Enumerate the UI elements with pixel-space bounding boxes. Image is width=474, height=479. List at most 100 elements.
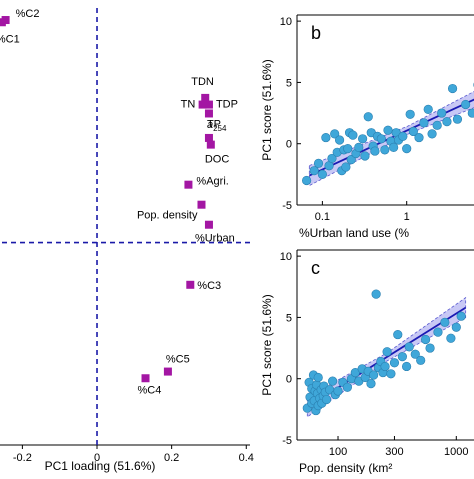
data-point <box>349 131 358 140</box>
y-tick-label: 0 <box>286 139 292 151</box>
loading-label: %C1 <box>0 33 20 45</box>
data-point <box>318 170 327 179</box>
x-tick-label: 1000 <box>444 446 468 458</box>
data-point <box>421 335 430 344</box>
data-point <box>334 387 343 396</box>
y-axis-title: PC1 score (51.6%) <box>260 294 274 395</box>
data-point <box>369 371 378 380</box>
y-tick-label: -5 <box>282 200 292 212</box>
y-tick-label: 10 <box>280 251 292 263</box>
data-point <box>372 290 381 299</box>
plot-area <box>303 290 466 417</box>
data-point <box>335 136 344 145</box>
data-point <box>354 143 363 152</box>
loading-marker <box>207 141 215 149</box>
data-point <box>406 110 415 119</box>
x-tick-label: 300 <box>385 446 403 458</box>
panel-letter: b <box>311 23 321 43</box>
data-point <box>398 352 407 361</box>
x-tick-label: 1 <box>404 211 410 223</box>
data-point <box>443 117 452 126</box>
data-point <box>314 373 323 382</box>
plot-area <box>302 75 474 186</box>
data-point <box>342 163 351 172</box>
data-point <box>381 146 390 155</box>
data-point <box>361 152 370 161</box>
data-point <box>322 133 331 142</box>
loading-label: %C3 <box>197 280 221 292</box>
data-point <box>389 143 398 152</box>
loading-label: %C2 <box>16 8 40 20</box>
loading-marker <box>205 101 213 109</box>
loading-marker <box>184 181 192 189</box>
data-point <box>405 343 414 352</box>
loading-label: DOC <box>205 154 230 166</box>
loading-label: TDN <box>191 76 214 88</box>
data-point <box>381 362 390 371</box>
x-tick-label: 0.1 <box>315 211 330 223</box>
loading-label: %C5 <box>166 354 190 366</box>
y-tick-label: 5 <box>286 312 292 324</box>
loading-marker <box>197 201 205 209</box>
loading-label: %C4 <box>138 384 162 396</box>
x-tick-label: 0.2 <box>164 452 179 464</box>
data-point <box>448 84 457 93</box>
data-point <box>457 312 466 321</box>
data-point <box>328 377 337 386</box>
loading-label: TN <box>181 99 196 111</box>
x-axis-title: %Urban land use (% <box>299 226 409 240</box>
data-point <box>364 112 373 121</box>
data-point <box>390 358 399 367</box>
y-tick-label: 10 <box>280 16 292 28</box>
y-axis-title: PC1 score (51.6%) <box>260 59 274 160</box>
data-point <box>420 119 429 128</box>
y-tick-label: 0 <box>286 374 292 386</box>
loading-label: %Urban <box>195 233 235 245</box>
panel-letter: c <box>311 258 320 278</box>
data-point <box>416 356 425 365</box>
data-point <box>461 100 470 109</box>
data-point <box>402 362 411 371</box>
data-point <box>424 105 433 114</box>
data-point <box>387 370 396 379</box>
x-tick-label: 0.4 <box>239 452 254 464</box>
loading-marker <box>205 221 213 229</box>
data-point <box>302 176 311 185</box>
loading-marker <box>164 368 172 376</box>
loading-label: Pop. density <box>137 210 198 222</box>
data-point <box>402 144 411 153</box>
data-point <box>322 395 331 404</box>
data-point <box>433 121 442 130</box>
loading-marker <box>142 374 150 382</box>
data-point <box>314 159 323 168</box>
data-point <box>367 379 376 388</box>
data-point <box>415 133 424 142</box>
loading-marker <box>0 18 6 26</box>
data-point <box>426 344 435 353</box>
y-tick-label: 5 <box>286 77 292 89</box>
data-point <box>447 334 456 343</box>
data-point <box>371 147 380 156</box>
data-point <box>437 109 446 118</box>
loading-label: %Agri. <box>196 176 228 188</box>
data-point <box>358 135 367 144</box>
y-tick-label: -5 <box>282 435 292 447</box>
x-tick-label: -0.2 <box>13 452 32 464</box>
loading-label: TDP <box>216 99 238 111</box>
data-point <box>343 144 352 153</box>
x-tick-label: 100 <box>329 446 347 458</box>
data-point <box>434 328 443 337</box>
loading-marker <box>186 281 194 289</box>
loading-marker <box>205 109 213 117</box>
data-point <box>384 126 393 135</box>
data-point <box>441 318 450 327</box>
data-point <box>343 383 352 392</box>
data-point <box>453 115 462 124</box>
data-point <box>383 347 392 356</box>
data-point <box>428 130 437 139</box>
